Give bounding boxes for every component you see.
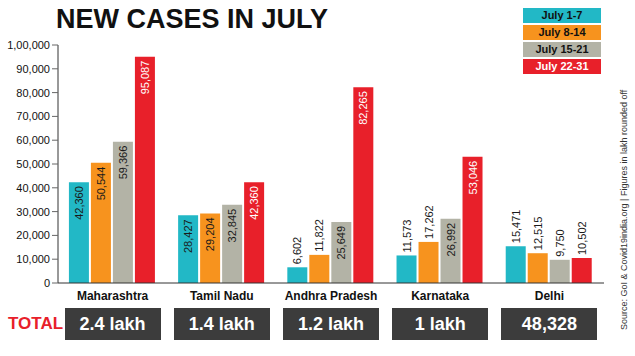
svg-text:29,204: 29,204 (204, 217, 216, 251)
html-text:NEW CASES IN JULY: NEW CASES IN JULY (56, 4, 329, 34)
html-text:1.4 lakh: 1.4 lakh (188, 314, 255, 334)
svg-text:Tamil Nadu: Tamil Nadu (190, 289, 254, 303)
svg-text:60,000: 60,000 (16, 134, 50, 146)
svg-text:11,573: 11,573 (401, 220, 413, 253)
html-text:July 15-21: July 15-21 (535, 43, 589, 55)
html-text:1.2 lakh: 1.2 lakh (298, 314, 364, 334)
svg-text:Andhra Pradesh: Andhra Pradesh (285, 289, 378, 303)
svg-text:Source: GoI & Covid19india.org: Source: GoI & Covid19india.org | Figures… (619, 89, 629, 330)
svg-text:26,992: 26,992 (445, 223, 457, 257)
svg-text:10,502: 10,502 (576, 221, 588, 255)
html-text:July 8-14: July 8-14 (538, 26, 586, 38)
html-text:1 lakh: 1 lakh (414, 314, 466, 334)
svg-text:20,000: 20,000 (16, 229, 50, 241)
svg-text:30,000: 30,000 (16, 206, 50, 218)
svg-text:28,427: 28,427 (182, 219, 194, 253)
svg-text:80,000: 80,000 (16, 87, 50, 99)
svg-text:70,000: 70,000 (16, 110, 50, 122)
svg-text:15,471: 15,471 (510, 210, 522, 244)
svg-text:50,544: 50,544 (95, 167, 107, 201)
html-text:48,328: 48,328 (521, 314, 577, 334)
svg-text:82,265: 82,265 (357, 91, 369, 125)
svg-text:90,000: 90,000 (16, 63, 50, 75)
svg-text:11,822: 11,822 (313, 219, 325, 252)
svg-text:10,000: 10,000 (16, 253, 50, 265)
svg-text:32,845: 32,845 (226, 209, 238, 243)
svg-text:0: 0 (44, 277, 50, 289)
svg-text:1,00,000: 1,00,000 (7, 39, 50, 51)
svg-text:42,360: 42,360 (73, 186, 85, 220)
svg-text:53,046: 53,046 (467, 161, 479, 195)
html-text:July 22-31: July 22-31 (535, 60, 589, 72)
svg-text:17,262: 17,262 (423, 205, 435, 239)
html-text:2.4 lakh: 2.4 lakh (79, 314, 146, 334)
svg-text:Maharashtra: Maharashtra (77, 289, 149, 303)
svg-text:50,000: 50,000 (16, 158, 50, 170)
svg-text:Delhi: Delhi (535, 289, 564, 303)
svg-text:12,515: 12,515 (532, 217, 544, 251)
html-text:July 1-7: July 1-7 (541, 9, 583, 21)
svg-text:6,602: 6,602 (291, 237, 303, 265)
svg-text:25,649: 25,649 (335, 226, 347, 260)
svg-text:59,366: 59,366 (117, 146, 129, 180)
svg-text:42,360: 42,360 (248, 186, 260, 220)
svg-text:Karnataka: Karnataka (411, 289, 469, 303)
svg-text:9,750: 9,750 (554, 229, 566, 257)
svg-text:40,000: 40,000 (16, 182, 50, 194)
html-text:TOTAL: TOTAL (8, 314, 64, 333)
svg-text:95,087: 95,087 (139, 61, 151, 95)
